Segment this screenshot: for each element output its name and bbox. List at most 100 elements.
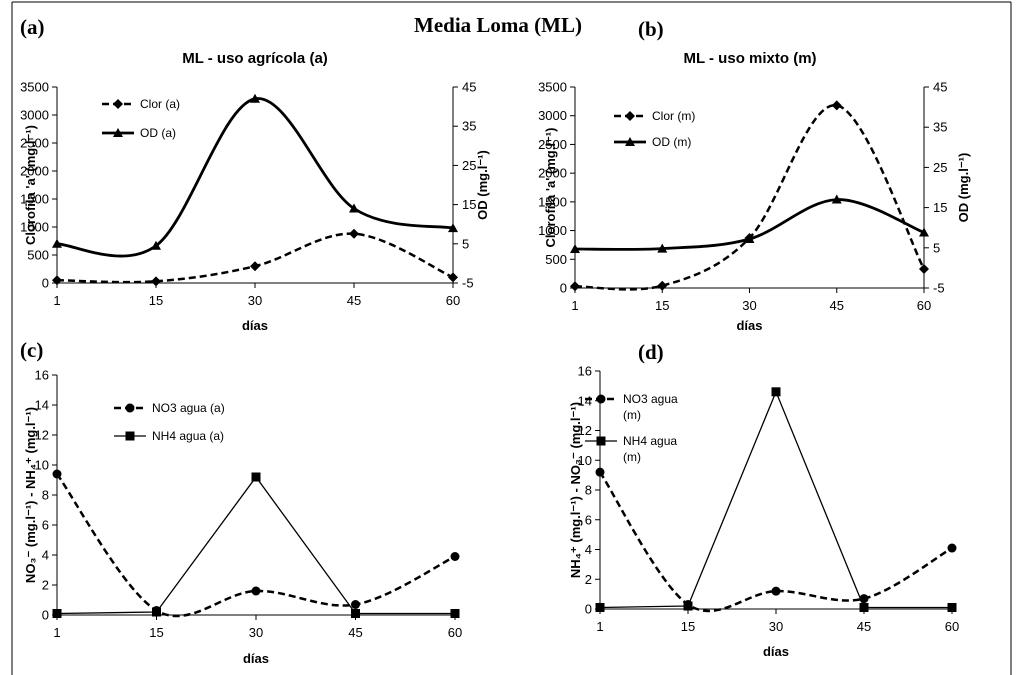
legend-label: Clor (a) xyxy=(140,97,180,111)
x-axis-title: días xyxy=(763,644,789,659)
y-axis-title: NH₄⁺ (mg.l⁻¹) - NO₃⁻ (mg.l⁻¹) xyxy=(568,402,583,578)
y-tick-label: 0 xyxy=(560,281,567,296)
data-point xyxy=(595,467,605,477)
series-line xyxy=(599,390,952,609)
x-tick-label: 1 xyxy=(53,293,60,308)
data-point xyxy=(52,275,62,286)
y-tick-label: 14 xyxy=(35,398,49,413)
data-point xyxy=(250,93,260,103)
chart-title: ML - uso mixto (m) xyxy=(683,50,816,67)
y-tick-label: 6 xyxy=(42,518,49,533)
y-tick-label: 0 xyxy=(42,608,49,623)
data-point xyxy=(250,261,260,272)
y2-tick-label: 5 xyxy=(462,236,469,251)
y-tick-label: 0 xyxy=(585,602,592,617)
x-tick-label: 30 xyxy=(248,293,262,308)
x-tick-label: 30 xyxy=(742,298,756,313)
y-tick-label: 8 xyxy=(585,483,592,498)
panel-label-b: (b) xyxy=(638,17,664,41)
x-tick-label: 45 xyxy=(347,293,361,308)
y-tick-label: 0 xyxy=(42,276,49,291)
legend-marker xyxy=(113,128,123,137)
y-tick-label: 8 xyxy=(42,488,49,503)
series-line xyxy=(56,232,454,284)
panel-label-c: (c) xyxy=(20,338,43,362)
y2-tick-label: 35 xyxy=(933,120,947,135)
y2-tick-label: 35 xyxy=(462,119,476,134)
y-tick-label: 3000 xyxy=(20,108,49,123)
data-point xyxy=(570,244,580,254)
y-tick-label: 16 xyxy=(35,368,49,383)
legend-marker xyxy=(596,436,606,446)
data-point xyxy=(151,276,161,287)
data-point xyxy=(919,227,929,237)
y2-tick-label: 15 xyxy=(462,197,476,212)
y2-axis-title: OD (mg.l⁻¹) xyxy=(475,150,490,220)
y-tick-label: 2 xyxy=(42,578,49,593)
y2-tick-label: 5 xyxy=(933,240,940,255)
data-point xyxy=(919,264,929,275)
series-line xyxy=(56,97,454,258)
data-point xyxy=(52,609,62,618)
y-tick-label: 3000 xyxy=(538,108,567,123)
data-point xyxy=(152,607,161,617)
y-tick-label: 2500 xyxy=(538,137,567,152)
y-axis-title: Clorofila 'a' (mg.l⁻¹) xyxy=(23,125,38,245)
y-tick-label: 12 xyxy=(578,423,592,438)
y-axis-title: Clorofila 'a' (mg.l⁻¹) xyxy=(543,128,558,248)
x-axis-title: días xyxy=(736,318,762,333)
legend-marker xyxy=(625,111,635,121)
y2-tick-label: 45 xyxy=(462,80,476,95)
data-point xyxy=(771,387,781,397)
x-tick-label: 30 xyxy=(769,619,783,634)
x-axis-title: días xyxy=(243,651,269,666)
y-tick-label: 16 xyxy=(578,364,592,379)
x-tick-label: 45 xyxy=(830,298,844,313)
data-point xyxy=(657,243,668,253)
x-tick-label: 30 xyxy=(249,625,263,640)
data-point xyxy=(831,100,842,111)
chart-a: ML - uso agrícola (a) 0 500 1000 1500 2000 250… xyxy=(20,50,490,333)
y-tick-label: 14 xyxy=(578,393,592,408)
y2-tick-label: 45 xyxy=(933,80,947,95)
data-point xyxy=(351,600,360,609)
x-tick-label: 60 xyxy=(945,619,959,634)
data-point xyxy=(448,223,458,233)
y-tick-label: 6 xyxy=(585,512,592,527)
data-point xyxy=(771,586,781,596)
x-tick-label: 60 xyxy=(446,293,460,308)
data-point xyxy=(251,586,261,596)
y2-tick-label: 25 xyxy=(462,158,476,173)
x-axis-title: días xyxy=(242,318,268,333)
legend-label: Clor (m) xyxy=(652,109,695,123)
y-tick-label: 4 xyxy=(585,542,592,557)
legend-marker xyxy=(113,99,123,109)
legend-marker xyxy=(625,137,635,146)
data-point xyxy=(448,272,458,283)
y2-tick-label: -5 xyxy=(462,276,474,291)
panel-label-a: (a) xyxy=(20,15,45,39)
chart-d: 0 2 4 6 8 10 12 14 16 1 15 30 45 60 días NH₄⁺ (mg.l⁻¹) … xyxy=(568,364,959,660)
data-point xyxy=(450,609,460,618)
legend-label: NH4 agua xyxy=(623,434,677,448)
data-point xyxy=(683,601,693,611)
legend-marker xyxy=(125,431,135,441)
data-point xyxy=(351,609,360,618)
x-tick-label: 1 xyxy=(571,298,578,313)
legend-marker xyxy=(125,403,135,413)
x-tick-label: 45 xyxy=(857,619,871,634)
y-tick-label: 2 xyxy=(585,572,592,587)
series-line xyxy=(55,473,456,618)
y-tick-label: 3500 xyxy=(20,80,49,95)
legend-label: NH4 agua (a) xyxy=(152,429,224,443)
legend-label: NO3 agua xyxy=(623,392,678,406)
y-tick-label: 10 xyxy=(35,458,49,473)
data-point xyxy=(831,194,842,204)
y2-tick-label: 15 xyxy=(933,200,947,215)
y-tick-label: 2500 xyxy=(20,136,49,151)
x-tick-label: 1 xyxy=(53,625,60,640)
x-tick-label: 45 xyxy=(348,625,362,640)
series-line xyxy=(574,104,926,291)
data-point xyxy=(52,469,62,479)
panel-label-d: (d) xyxy=(638,340,664,364)
